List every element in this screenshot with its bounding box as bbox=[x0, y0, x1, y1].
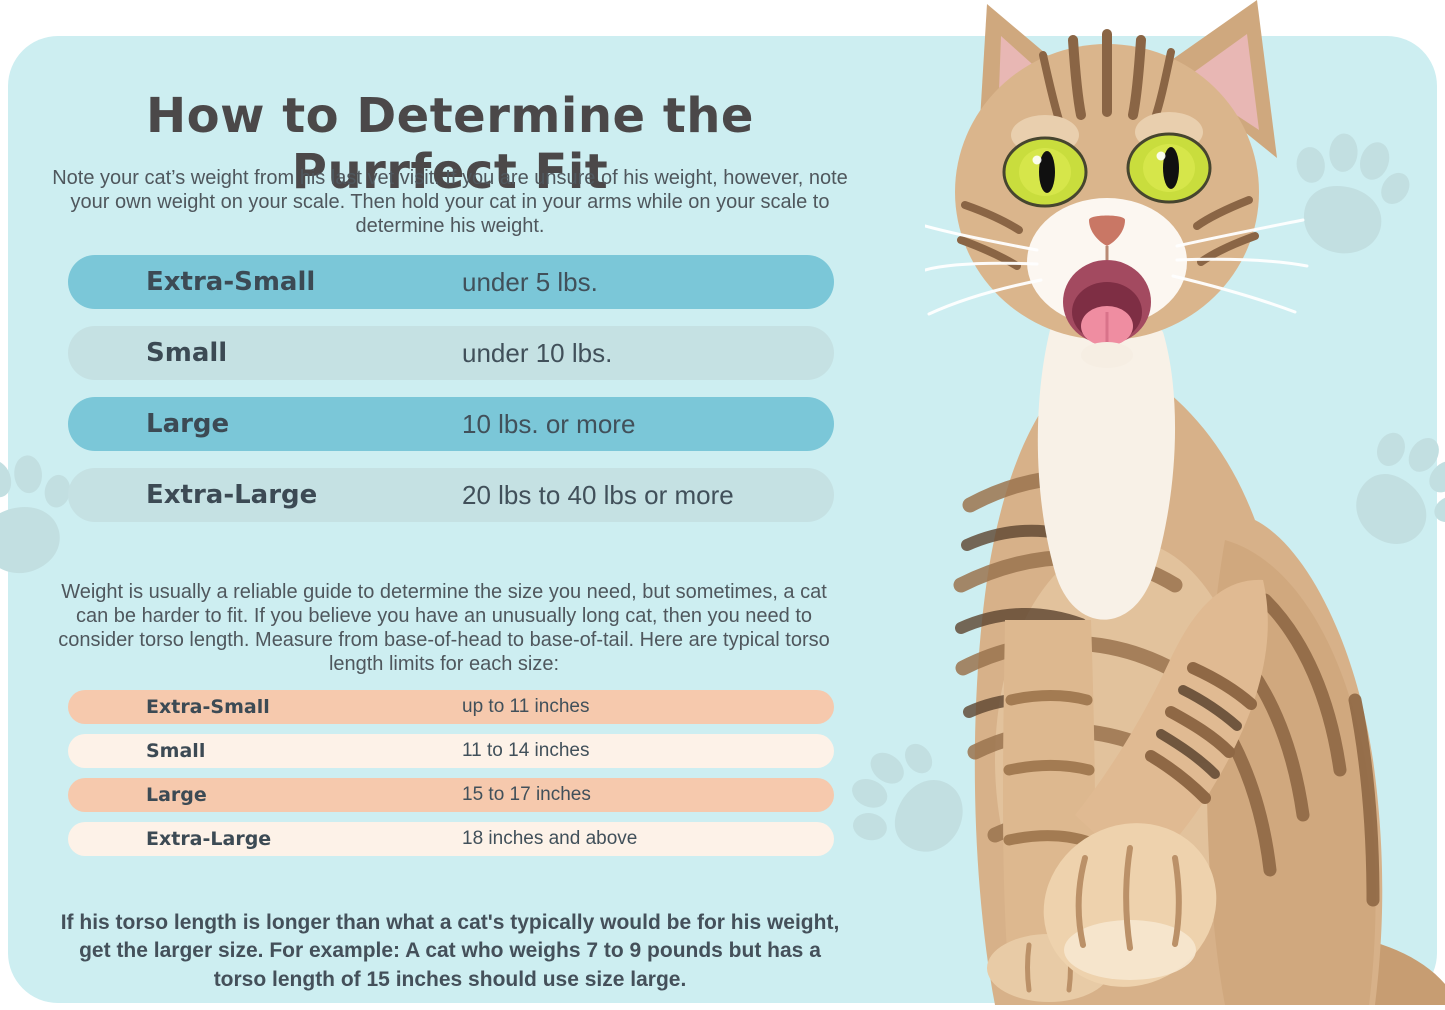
size-value: up to 11 inches bbox=[462, 696, 590, 717]
table-row: Small 11 to 14 inches bbox=[68, 734, 834, 768]
torso-length-paragraph: Weight is usually a reliable guide to de… bbox=[58, 581, 830, 675]
size-value: 18 inches and above bbox=[462, 828, 638, 849]
table-row: Extra-Large 18 inches and above bbox=[68, 822, 834, 856]
size-value: under 10 lbs. bbox=[462, 337, 613, 368]
size-label: Large bbox=[146, 784, 207, 806]
sizing-advice-paragraph: If his torso length is longer than what … bbox=[60, 911, 840, 991]
cat-raised-paw bbox=[1043, 579, 1268, 987]
cat-head bbox=[923, 0, 1309, 368]
cat-eyes bbox=[1002, 132, 1212, 208]
cat-whiskers bbox=[923, 218, 1309, 316]
size-value: 20 lbs to 40 lbs or more bbox=[462, 479, 734, 510]
size-label: Extra-Large bbox=[146, 480, 318, 510]
table-row: Small under 10 lbs. bbox=[68, 326, 834, 380]
cat-image bbox=[923, 0, 1445, 1005]
torso-length-table: Extra-Small up to 11 inches Small 11 to … bbox=[68, 690, 834, 866]
size-label: Extra-Small bbox=[146, 696, 270, 718]
table-row: Large 15 to 17 inches bbox=[68, 778, 834, 812]
paw-print-icon bbox=[824, 721, 989, 886]
paw-print-icon bbox=[1275, 120, 1420, 265]
paw-print-icon bbox=[1322, 403, 1445, 574]
weight-size-table: Extra-Small under 5 lbs. Small under 10 … bbox=[68, 255, 834, 539]
paw-print-icon bbox=[0, 436, 92, 590]
table-row: Extra-Small under 5 lbs. bbox=[68, 255, 834, 309]
size-value: 11 to 14 inches bbox=[462, 740, 590, 761]
size-label: Extra-Large bbox=[146, 828, 272, 850]
size-value: 15 to 17 inches bbox=[462, 784, 591, 805]
table-row: Extra-Large 20 lbs to 40 lbs or more bbox=[68, 468, 834, 522]
intro-paragraph: Note your cat’s weight from his last vet… bbox=[52, 167, 848, 237]
page-title: How to Determine the Purrfect Fit bbox=[146, 88, 754, 201]
size-value: under 5 lbs. bbox=[462, 266, 598, 297]
size-label: Small bbox=[146, 740, 206, 762]
size-value: 10 lbs. or more bbox=[462, 408, 636, 439]
table-row: Large 10 lbs. or more bbox=[68, 397, 834, 451]
table-row: Extra-Small up to 11 inches bbox=[68, 690, 834, 724]
size-label: Extra-Small bbox=[146, 267, 316, 297]
size-label: Small bbox=[146, 338, 228, 368]
size-label: Large bbox=[146, 409, 230, 439]
